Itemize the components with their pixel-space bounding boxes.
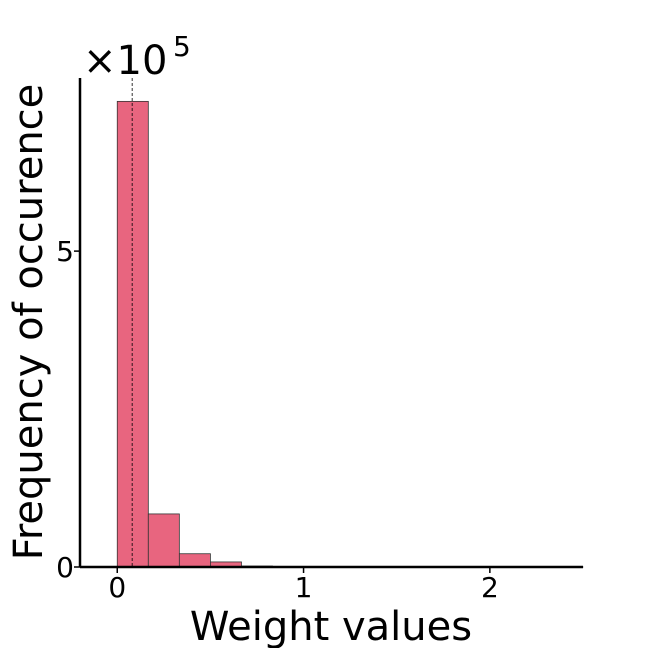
x-tick-label: 0	[108, 571, 126, 604]
y-axis-label: Frequency of occurence	[6, 84, 52, 561]
bar	[178, 553, 211, 568]
y-tick-label: 0	[56, 551, 74, 584]
y-tick-label: 5	[56, 235, 74, 268]
offset-exponent: 5	[173, 30, 191, 63]
x-tick-label: 2	[481, 571, 499, 604]
bar	[147, 513, 180, 568]
x-tick-label: 1	[295, 571, 313, 604]
x-axis-label: Weight values	[190, 604, 472, 648]
offset-text: ×10	[83, 38, 167, 84]
bar	[116, 100, 149, 568]
